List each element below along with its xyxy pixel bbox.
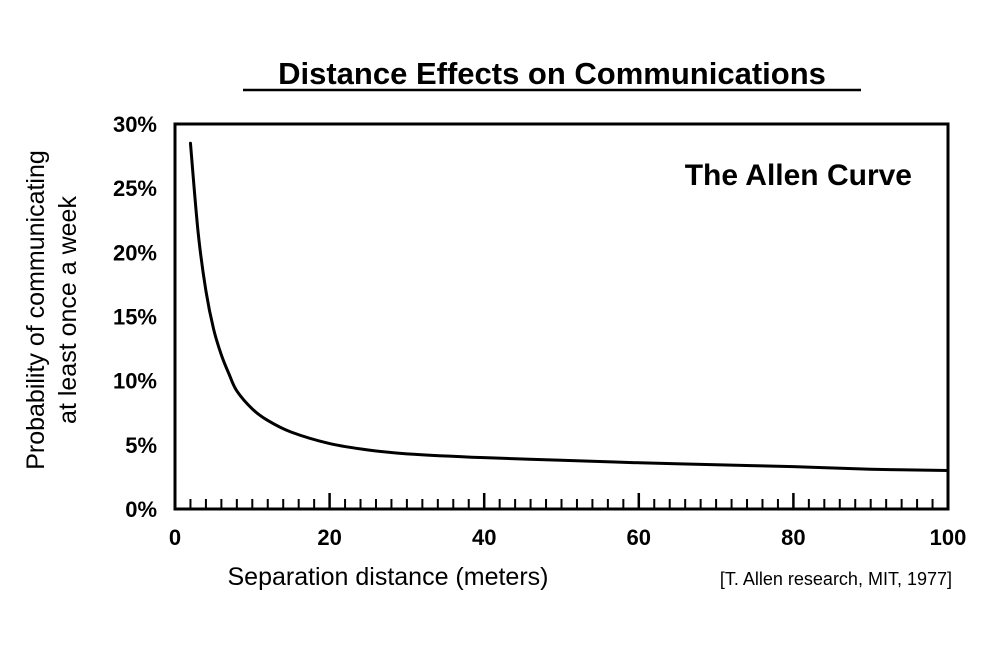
y-tick-label: 20% (113, 240, 157, 265)
y-axis-label-line-2: at least once a week (54, 196, 82, 424)
x-tick-label: 60 (627, 525, 651, 550)
source-citation: [T. Allen research, MIT, 1977] (720, 569, 952, 589)
y-tick-label: 5% (125, 433, 157, 458)
x-tick-label: 80 (781, 525, 805, 550)
y-tick-label: 0% (125, 497, 157, 522)
y-tick-label: 25% (113, 176, 157, 201)
y-tick-label: 30% (113, 112, 157, 137)
x-axis-label: Separation distance (meters) (228, 563, 549, 591)
x-tick-label: 0 (169, 525, 181, 550)
chart-annotation: The Allen Curve (685, 159, 912, 192)
chart-title: Distance Effects on Communications (278, 56, 826, 91)
y-axis-label-line-1: Probability of communicating (22, 150, 50, 470)
x-tick-label: 40 (472, 525, 496, 550)
x-tick-label: 20 (317, 525, 341, 550)
y-tick-label: 15% (113, 305, 157, 330)
x-tick-label: 100 (930, 525, 967, 550)
y-tick-label: 10% (113, 369, 157, 394)
allen-curve-line (188, 141, 950, 472)
